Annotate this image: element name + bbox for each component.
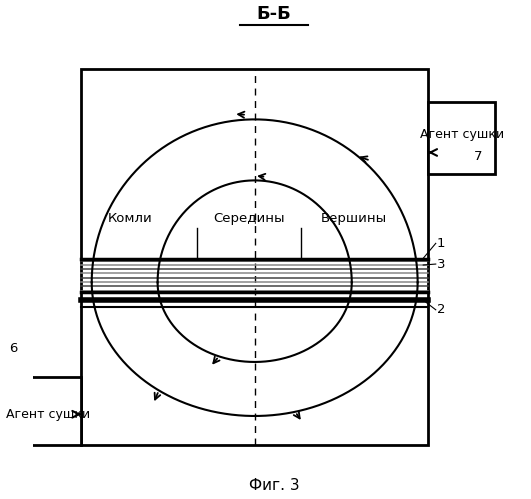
Text: 3: 3	[436, 257, 445, 270]
Text: Комли: Комли	[107, 212, 152, 225]
Text: 6: 6	[9, 342, 18, 355]
Text: Б-Б: Б-Б	[256, 5, 292, 23]
Text: Середины: Середины	[214, 212, 285, 225]
Bar	[428, 102, 495, 174]
Text: Агент сушки: Агент сушки	[419, 128, 504, 141]
Text: 1: 1	[436, 237, 445, 250]
Text: 7: 7	[474, 150, 482, 163]
Text: Агент сушки: Агент сушки	[5, 408, 90, 421]
Text: 2: 2	[436, 303, 445, 316]
Bar	[14, 377, 81, 445]
Text: Фиг. 3: Фиг. 3	[249, 479, 299, 494]
Bar	[81, 69, 428, 445]
Text: Вершины: Вершины	[320, 212, 387, 225]
